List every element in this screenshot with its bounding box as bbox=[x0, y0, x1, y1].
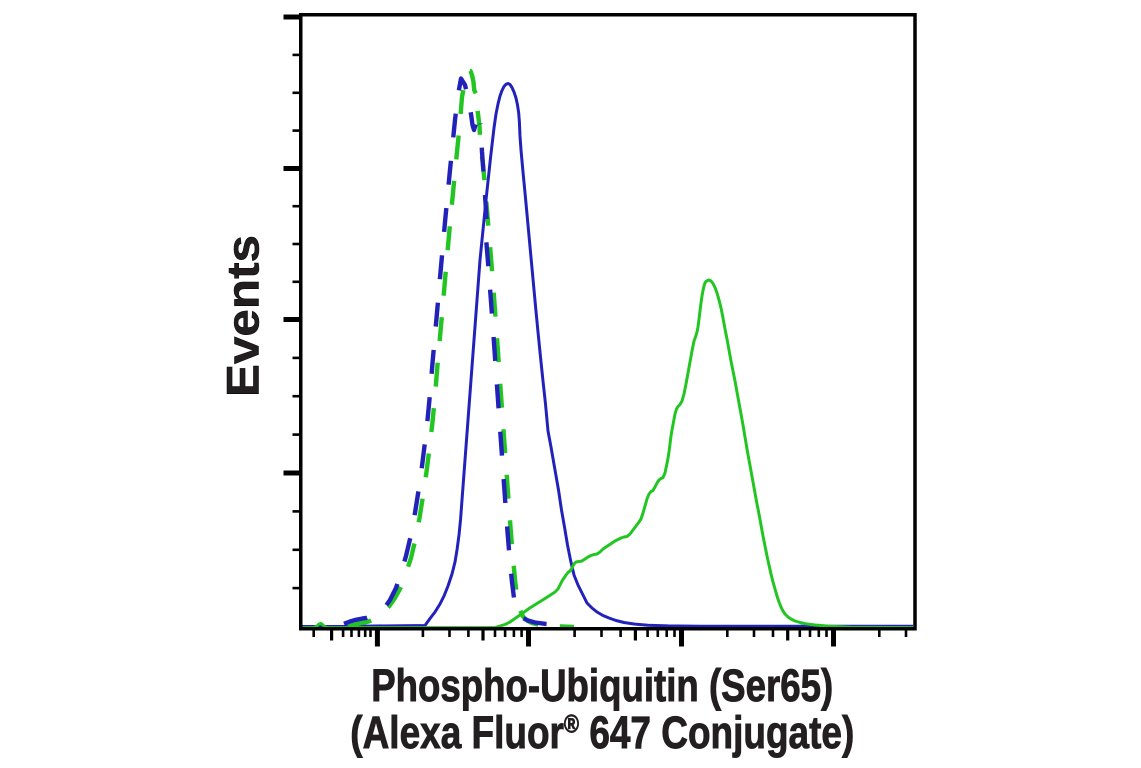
svg-text:(Alexa Fluor® 647 Conjugate): (Alexa Fluor® 647 Conjugate) bbox=[350, 707, 854, 758]
svg-text:Events: Events bbox=[218, 235, 269, 397]
svg-text:Phospho-Ubiquitin (Ser65): Phospho-Ubiquitin (Ser65) bbox=[371, 660, 833, 711]
